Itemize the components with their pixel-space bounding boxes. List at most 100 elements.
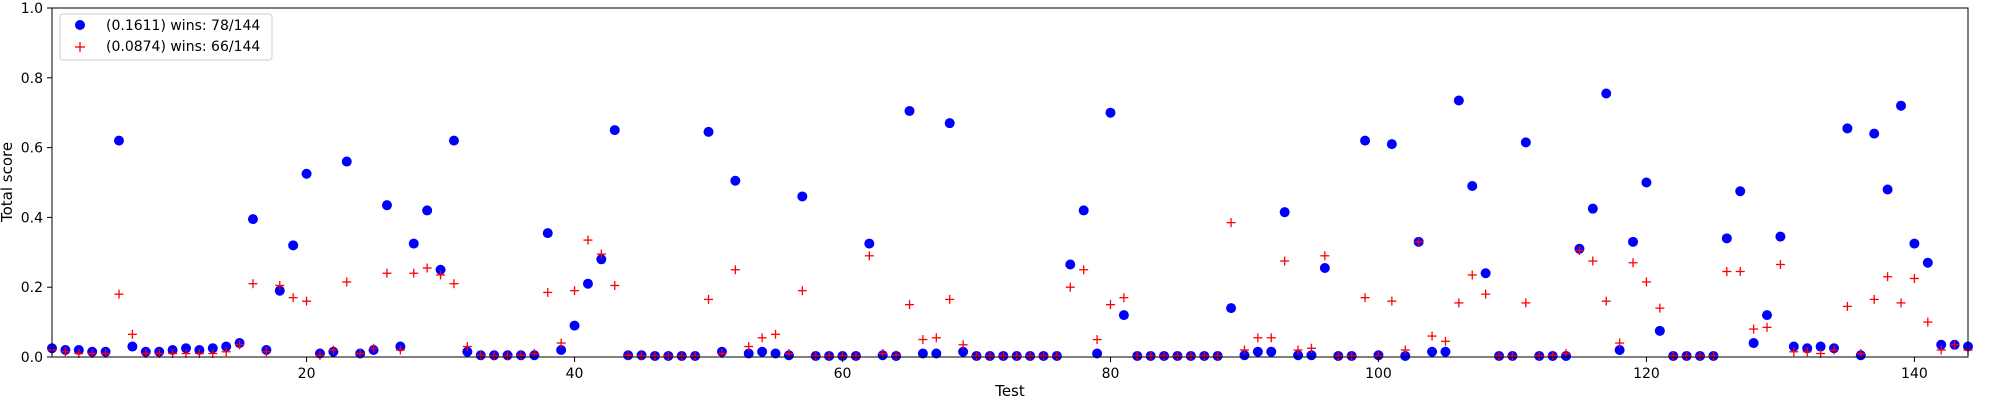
data-point-plus [1226,218,1236,228]
data-point-circle [542,228,553,239]
data-point-plus [382,268,392,278]
data-point-circle [1909,238,1920,249]
data-point-plus [556,338,566,348]
data-point-plus [543,287,553,297]
data-point-circle [381,200,392,211]
data-point-plus [1454,298,1464,308]
data-point-plus [60,347,70,357]
data-point-plus [1159,351,1169,361]
data-point-plus [342,277,352,287]
data-point-circle [1319,263,1330,274]
data-point-plus [1052,351,1062,361]
x-tick-label: 60 [834,366,852,382]
data-point-plus [1427,331,1437,341]
data-point-plus [998,351,1008,361]
data-point-plus [1708,351,1718,361]
data-point-circle [582,278,593,289]
data-point-plus [1253,333,1263,343]
data-point-circle [944,118,955,129]
plot-area [52,8,1968,357]
data-point-circle [1628,236,1639,247]
data-point-plus [744,342,754,352]
data-point-circle [1735,186,1746,197]
data-point-plus [503,351,513,361]
data-point-circle [904,105,915,116]
data-point-plus [1655,303,1665,313]
data-point-circle [1721,233,1732,244]
data-point-plus [1333,351,1343,361]
data-point-plus [449,279,459,289]
data-point-plus [730,265,740,275]
data-point-plus [1534,351,1544,361]
data-point-plus [1615,338,1625,348]
y-axis-label: Total score [0,142,16,223]
data-point-plus [1012,351,1022,361]
data-point-circle [958,346,969,357]
data-point-plus [650,351,660,361]
data-point-circle [1400,350,1411,361]
data-point-circle [1614,345,1625,356]
data-point-plus [1132,351,1142,361]
data-point-plus [1400,345,1410,355]
data-point-plus [1481,289,1491,299]
data-point-circle [770,348,781,359]
data-point-plus [1896,298,1906,308]
data-point-circle [422,205,433,216]
data-point-circle [1226,303,1237,314]
data-point-plus [1588,256,1598,266]
data-point-plus [1789,347,1799,357]
data-point-plus [677,351,687,361]
data-point-plus [1467,270,1477,280]
y-tick-label: 0.2 [21,280,43,296]
data-point-plus [261,347,271,357]
x-tick-label: 80 [1102,366,1120,382]
data-point-circle [1078,205,1089,216]
data-point-plus [1950,340,1960,350]
data-point-circle [917,348,928,359]
data-point-plus [824,351,834,361]
data-point-circle [1882,184,1893,195]
data-point-plus [1574,246,1584,256]
data-point-circle [730,175,741,186]
data-point-plus [757,333,767,343]
data-point-plus [315,350,325,360]
data-point-plus [127,329,137,339]
data-point-circle [1440,346,1451,357]
data-point-plus [972,351,982,361]
data-point-plus [570,286,580,296]
data-point-circle [1427,346,1438,357]
data-point-plus [1347,351,1357,361]
data-point-circle [1467,180,1478,191]
data-point-circle [1239,350,1250,361]
data-point-plus [891,350,901,360]
data-point-circle [1654,325,1665,336]
data-point-circle [1386,139,1397,150]
data-point-plus [221,347,231,357]
legend: (0.1611) wins: 78/144 (0.0874) wins: 66/… [59,13,273,61]
y-tick-label: 1.0 [21,1,43,17]
data-point-plus [690,351,700,361]
data-point-plus [1883,272,1893,282]
data-point-plus [114,289,124,299]
data-point-plus [1025,351,1035,361]
data-point-circle [127,341,138,352]
data-point-circle [1762,310,1773,321]
x-axis-ticks: 20 40 60 80 100 120 140 [298,357,1928,382]
y-axis-ticks: 0.0 0.2 0.4 0.6 0.8 1.0 [21,1,52,366]
data-point-plus [395,345,405,355]
data-point-plus [1440,336,1450,346]
data-point-plus [422,263,432,273]
data-point-plus [704,294,714,304]
data-point-circle [596,254,607,265]
data-point-circle [207,343,218,354]
data-point-plus [288,293,298,303]
data-point-plus [1266,333,1276,343]
y-tick-label: 0.4 [21,210,43,226]
data-point-plus [1749,324,1759,334]
data-point-circle [1360,135,1371,146]
data-point-plus [623,350,633,360]
data-point-circle [1118,310,1129,321]
data-point-plus [851,351,861,361]
data-point-circle [1775,231,1786,242]
data-point-plus [811,351,821,361]
